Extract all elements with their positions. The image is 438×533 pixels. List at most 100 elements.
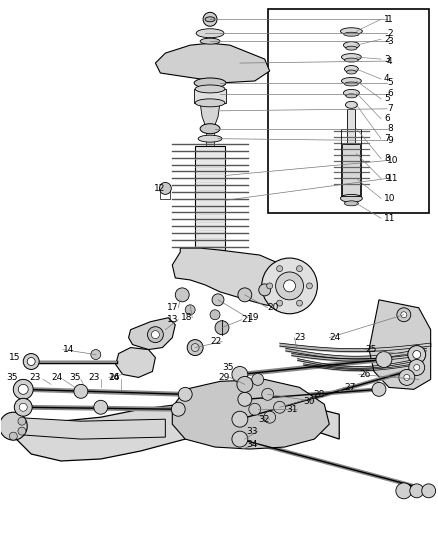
Text: 17: 17 [167, 303, 178, 312]
Text: 28: 28 [313, 390, 324, 399]
Ellipse shape [198, 135, 222, 142]
Ellipse shape [343, 90, 359, 96]
Circle shape [408, 345, 426, 364]
Text: 2: 2 [384, 35, 389, 44]
Text: 13: 13 [167, 315, 178, 324]
Circle shape [409, 360, 425, 375]
Circle shape [232, 431, 248, 447]
Text: 9: 9 [384, 174, 390, 183]
Bar [206, 31, 214, 196]
Text: 26: 26 [359, 370, 371, 379]
Polygon shape [172, 248, 304, 308]
Ellipse shape [344, 32, 359, 36]
Circle shape [410, 484, 424, 498]
Text: 2: 2 [387, 29, 392, 38]
Text: 6: 6 [384, 114, 390, 123]
Text: 34: 34 [247, 440, 258, 449]
Circle shape [148, 327, 163, 343]
Polygon shape [369, 300, 431, 389]
Circle shape [18, 417, 26, 425]
Ellipse shape [200, 38, 220, 44]
Text: 16: 16 [109, 373, 120, 382]
Text: 24: 24 [51, 373, 62, 382]
Circle shape [23, 353, 39, 369]
Circle shape [376, 352, 392, 367]
Circle shape [152, 330, 159, 338]
Circle shape [413, 351, 421, 359]
Circle shape [159, 182, 171, 195]
Text: 7: 7 [384, 134, 390, 143]
Circle shape [262, 389, 274, 400]
Ellipse shape [346, 101, 357, 108]
Circle shape [400, 370, 414, 384]
Circle shape [401, 312, 407, 318]
Text: 4: 4 [387, 56, 392, 66]
Text: 19: 19 [248, 313, 259, 322]
Bar [195, 146, 225, 250]
Ellipse shape [346, 46, 357, 50]
Circle shape [9, 432, 17, 440]
Text: 11: 11 [387, 174, 399, 183]
Circle shape [249, 403, 261, 415]
Text: 35: 35 [222, 363, 233, 372]
Circle shape [276, 272, 304, 300]
Text: 24: 24 [109, 373, 120, 382]
Text: 4: 4 [384, 75, 389, 84]
Circle shape [18, 384, 28, 394]
Circle shape [94, 400, 108, 414]
Text: 24: 24 [329, 333, 341, 342]
Polygon shape [200, 103, 220, 129]
Ellipse shape [342, 54, 361, 61]
Ellipse shape [340, 28, 362, 35]
Circle shape [238, 288, 252, 302]
Circle shape [259, 284, 271, 296]
Text: 23: 23 [29, 373, 41, 382]
Circle shape [372, 382, 386, 397]
Circle shape [212, 294, 224, 306]
Text: 29: 29 [219, 373, 230, 382]
Text: 20: 20 [268, 303, 279, 312]
Text: 7: 7 [387, 104, 393, 114]
Text: 15: 15 [9, 353, 21, 362]
Circle shape [238, 392, 252, 406]
Polygon shape [11, 399, 339, 461]
Circle shape [262, 258, 318, 314]
Circle shape [297, 265, 303, 272]
Circle shape [191, 344, 199, 352]
Polygon shape [172, 379, 329, 449]
Circle shape [264, 411, 276, 423]
Polygon shape [129, 318, 175, 350]
Circle shape [274, 401, 286, 413]
Bar [347, 109, 355, 144]
Ellipse shape [346, 70, 356, 74]
Text: 14: 14 [63, 345, 74, 354]
Text: 33: 33 [246, 426, 258, 435]
Circle shape [215, 321, 229, 335]
Circle shape [267, 283, 273, 289]
Text: 9: 9 [387, 136, 393, 145]
Ellipse shape [194, 78, 226, 88]
Circle shape [283, 280, 296, 292]
Text: 8: 8 [384, 154, 390, 163]
Text: 30: 30 [303, 397, 314, 406]
Text: 12: 12 [154, 184, 165, 193]
Text: 18: 18 [180, 313, 192, 322]
Text: 5: 5 [387, 78, 393, 87]
Circle shape [19, 403, 27, 411]
Circle shape [307, 283, 312, 289]
Circle shape [232, 411, 248, 427]
Ellipse shape [205, 17, 215, 22]
Circle shape [237, 376, 253, 392]
Ellipse shape [200, 124, 220, 134]
Circle shape [91, 350, 101, 360]
Circle shape [277, 300, 283, 306]
Text: 1: 1 [387, 15, 393, 24]
Circle shape [414, 365, 420, 370]
Text: 32: 32 [258, 415, 270, 424]
Circle shape [74, 384, 88, 398]
Ellipse shape [195, 99, 225, 107]
Text: 23: 23 [89, 373, 100, 382]
Ellipse shape [343, 42, 359, 49]
Circle shape [422, 484, 436, 498]
Circle shape [185, 305, 195, 315]
